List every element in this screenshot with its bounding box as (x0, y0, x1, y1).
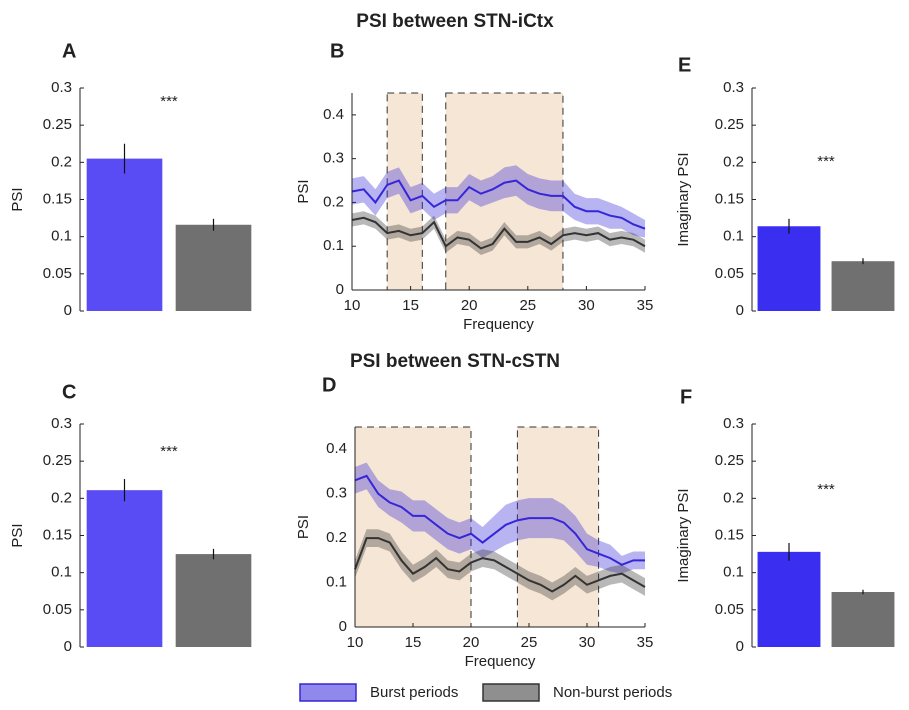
y-tick-label: 0.4 (323, 106, 344, 123)
y-tick-label: 0.05 (715, 601, 744, 618)
y-tick-label: 0.1 (323, 237, 344, 254)
x-tick-label: 15 (402, 297, 419, 314)
y-tick-label: 0 (336, 281, 344, 298)
panel-label: C (62, 381, 76, 403)
y-tick-label: 0.3 (326, 485, 347, 502)
bar (86, 158, 163, 311)
y-tick-label: 0.1 (51, 228, 72, 245)
y-tick-label: 0.25 (43, 452, 72, 469)
bar (757, 226, 821, 311)
error-band (352, 165, 645, 238)
annotation: *** (817, 153, 835, 170)
annotation: *** (160, 443, 178, 460)
y-tick-label: 0.15 (43, 526, 72, 543)
y-tick-label: 0.05 (715, 265, 744, 282)
y-tick-label: 0.15 (715, 526, 744, 543)
legend-label: Burst periods (370, 684, 458, 701)
x-tick-label: 10 (344, 297, 361, 314)
annotation: *** (160, 93, 178, 110)
legend-swatch (482, 683, 540, 702)
y-tick-label: 0.05 (43, 601, 72, 618)
y-tick-label: 0.4 (326, 440, 347, 457)
y-tick-label: 0.2 (723, 489, 744, 506)
y-tick-label: 0.2 (323, 193, 344, 210)
legend-swatch (299, 683, 357, 702)
y-tick-label: 0.15 (43, 190, 72, 207)
line (351, 216, 646, 250)
heading: PSI between STN-iCtx (356, 11, 554, 32)
x-axis-label: Frequency (465, 653, 536, 670)
x-tick-label: 30 (579, 634, 596, 651)
y-tick-label: 0.2 (51, 489, 72, 506)
panel-label: A (62, 40, 76, 62)
y-tick-label: 0 (64, 302, 72, 319)
x-tick-label: 15 (405, 634, 422, 651)
y-tick-label: 0.25 (43, 116, 72, 133)
x-tick-label: 20 (461, 297, 478, 314)
error-band (355, 462, 645, 574)
y-tick-label: 0 (64, 638, 72, 655)
bar (86, 490, 163, 647)
bar (757, 551, 821, 647)
y-tick-label: 0.3 (723, 415, 744, 432)
y-tick-label: 0.3 (323, 150, 344, 167)
bar (175, 554, 252, 647)
y-tick-label: 0.2 (326, 529, 347, 546)
line (351, 179, 646, 230)
x-tick-label: 30 (578, 297, 595, 314)
panel-label: B (330, 40, 344, 62)
shaded-region (354, 426, 472, 628)
x-tick-label: 25 (519, 297, 536, 314)
y-tick-label: 0.25 (715, 452, 744, 469)
panel-label: F (680, 386, 692, 408)
y-tick-label: 0 (736, 638, 744, 655)
y-axis-label: PSI (9, 187, 26, 211)
y-tick-label: 0.05 (43, 265, 72, 282)
y-tick-label: 0.3 (723, 79, 744, 96)
x-tick-label: 35 (637, 297, 654, 314)
x-axis-label: Frequency (463, 316, 534, 333)
x-tick-label: 20 (463, 634, 480, 651)
y-tick-label: 0 (339, 618, 347, 635)
y-tick-label: 0.1 (723, 564, 744, 581)
y-tick-label: 0.3 (51, 415, 72, 432)
bar (831, 591, 895, 647)
y-tick-label: 0.1 (51, 564, 72, 581)
y-tick-label: 0.25 (715, 116, 744, 133)
y-tick-label: 0.15 (715, 190, 744, 207)
bar (831, 261, 895, 311)
bar (175, 224, 252, 311)
annotation: *** (817, 481, 835, 498)
panel-label: D (322, 374, 336, 396)
line (354, 537, 646, 593)
y-tick-label: 0.3 (51, 79, 72, 96)
y-axis-label: PSI (9, 523, 26, 547)
y-tick-label: 0.2 (51, 153, 72, 170)
error-band (352, 211, 645, 255)
y-axis-label: PSI (295, 515, 312, 539)
y-tick-label: 0.1 (723, 228, 744, 245)
y-tick-label: 0.1 (326, 574, 347, 591)
line (354, 474, 645, 566)
panel-label: E (678, 54, 691, 76)
heading: PSI between STN-cSTN (350, 351, 560, 372)
shaded-region (516, 426, 600, 628)
legend-label: Non-burst periods (553, 684, 672, 701)
y-tick-label: 0 (736, 302, 744, 319)
y-tick-label: 0.2 (723, 153, 744, 170)
y-axis-label: Imaginary PSI (675, 152, 692, 246)
x-tick-label: 25 (521, 634, 538, 651)
x-tick-label: 35 (637, 634, 654, 651)
y-axis-label: PSI (295, 179, 312, 203)
y-axis-label: Imaginary PSI (675, 488, 692, 582)
x-tick-label: 10 (347, 634, 364, 651)
